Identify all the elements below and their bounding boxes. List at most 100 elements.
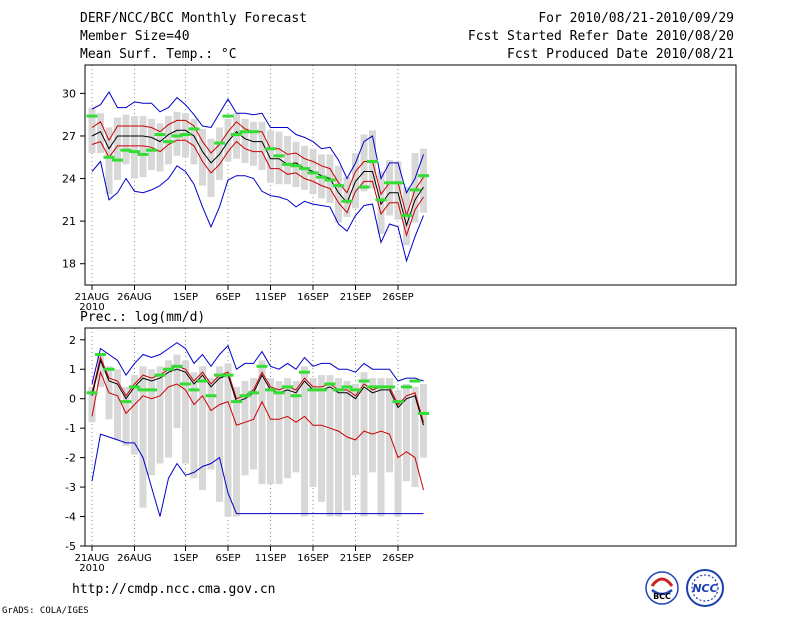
spread-box [394,389,402,517]
y-tick-label: 2 [69,334,76,347]
y-tick-label: 0 [69,393,76,406]
x-tick-label: 26SEP [382,553,413,564]
observed-marker [103,155,115,159]
spread-box [139,116,147,178]
spread-box [148,118,155,171]
observed-marker [222,114,234,118]
observed-marker [273,391,285,395]
spread-box [411,386,419,488]
spread-box [360,372,368,517]
observed-marker [265,388,276,392]
spread-box [420,148,427,213]
precipitation-panel: -5 -4 -3 -2 -1 0 1 2 21AUG 26AUG 1SEP 6SEP 11SEP 16SE… [65,327,737,574]
spread-box [369,378,376,473]
x-tick-label: 26AUG [117,292,152,303]
spread-box [411,153,419,223]
observed-marker [129,385,140,389]
spread-box [284,378,291,479]
spread-box [207,138,215,197]
spread-box [131,375,138,455]
spread-box [216,366,223,502]
y-tick-label: 18 [62,258,76,271]
plot-frame [84,64,737,286]
spread-box [250,378,257,470]
observed-marker [265,147,276,151]
observed-marker [112,158,123,162]
x-tick-label: 1SEP [173,292,198,303]
observed-marker [324,178,336,182]
x-tick-label: 11SEP [255,553,286,564]
observed-marker [358,185,370,189]
observed-marker [401,213,412,217]
spread-box [335,378,342,517]
observed-marker [163,367,174,371]
spread-box [352,383,359,476]
spread-box [343,177,351,217]
x-tick-label: 1SEP [173,553,198,564]
source-url[interactable]: http://cmdp.ncc.cma.gov.cn [72,582,276,597]
spread-box [165,360,172,458]
spread-box [156,123,164,172]
extreme-upper-line [91,91,424,194]
spread-box [386,378,393,473]
extreme-upper-line [91,342,424,385]
spread-box [199,366,206,491]
observed-marker [307,388,319,392]
observed-marker [120,400,132,404]
spread-box [275,381,283,485]
spread-box [343,381,351,511]
observed-marker [120,148,132,152]
observed-marker [401,385,412,389]
observed-marker [86,114,98,118]
spread-box [182,360,189,464]
observed-marker [137,152,149,156]
spread-box [190,118,198,165]
spread-box [318,375,325,502]
observed-marker [384,181,395,185]
extreme-lower-line [91,160,424,263]
spread-box [114,117,121,180]
observed-marker [409,188,421,192]
quartile-lower-line [91,139,424,238]
x-tick-label: 6SEP [215,292,240,303]
observed-marker [333,388,344,392]
spread-box [114,369,121,440]
observed-marker [146,388,157,392]
observed-marker [375,198,387,202]
spread-box [360,134,368,192]
x-year-label: 2010 [79,563,104,574]
observed-marker [350,388,361,392]
spread-box [131,116,138,179]
observed-marker [171,364,183,368]
observed-marker [358,379,370,383]
observed-marker [290,394,302,398]
spread-box [326,375,334,517]
spread-box [105,127,113,195]
observed-marker [239,394,251,398]
bcc-logo: BCC [645,571,679,605]
observed-marker [214,373,225,377]
spread-box [250,121,257,166]
observed-marker [290,164,302,168]
spread-box [301,366,308,517]
spread-box [241,118,249,163]
observed-marker [392,181,404,185]
spread-box [173,354,181,429]
observed-marker [103,367,115,371]
ncc-logo: NCC [686,569,724,607]
spread-box [267,130,274,183]
x-tick-label: 16SEP [297,553,328,564]
x-tick-label: 16SEP [297,292,328,303]
observed-marker [367,160,378,164]
observed-marker [282,162,293,166]
spread-box [122,114,130,165]
spread-box [173,111,181,156]
spread-box [386,160,393,216]
spread-box [394,161,402,220]
spread-box [97,354,104,387]
observed-marker [180,133,191,137]
member-size: Member Size=40 [80,29,190,44]
plot-frame [84,327,737,547]
median-line [91,129,424,228]
